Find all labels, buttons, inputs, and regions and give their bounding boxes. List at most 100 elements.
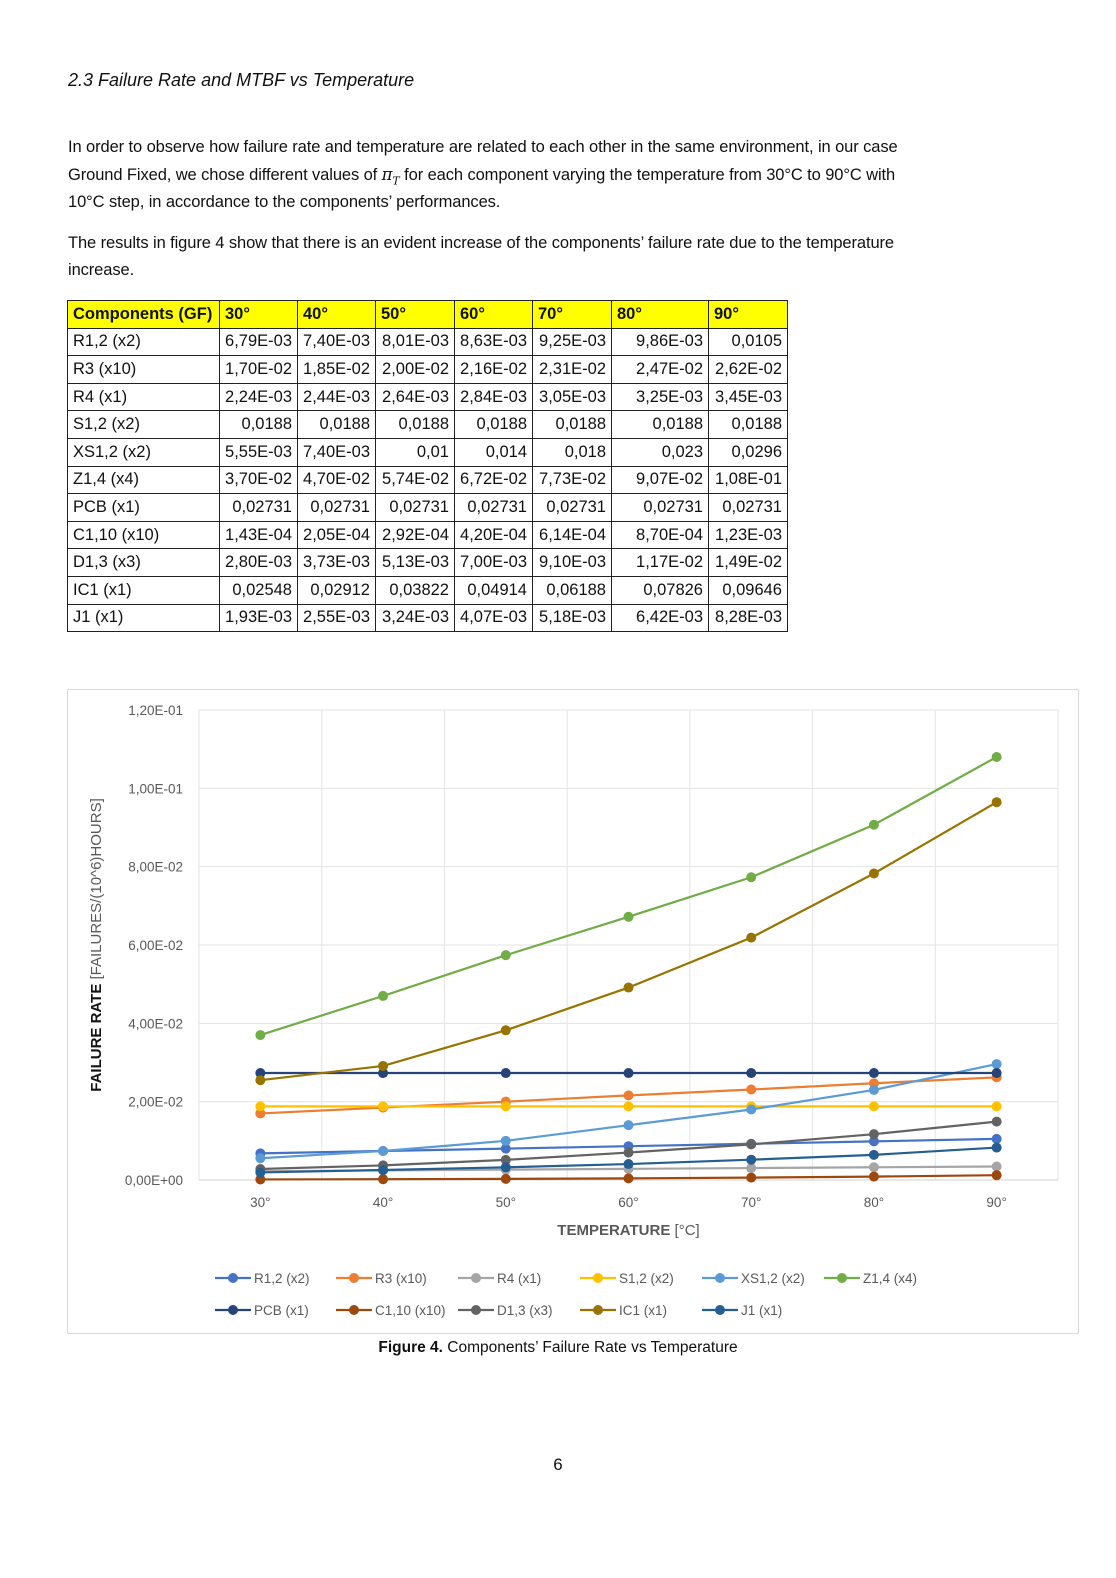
- failure-rate-cell: 7,40E-03: [297, 437, 376, 467]
- data-point: [500, 1068, 511, 1079]
- data-point: [868, 1171, 879, 1182]
- data-point: [500, 1173, 511, 1184]
- failure-rate-cell: 3,70E-02: [219, 465, 298, 495]
- failure-rate-cell: 0,0188: [219, 410, 298, 439]
- data-point: [991, 1068, 1002, 1079]
- data-point: [623, 982, 634, 993]
- legend-marker: [349, 1273, 359, 1283]
- data-point: [255, 1030, 266, 1041]
- component-name-cell: C1,10 (x10): [67, 520, 220, 550]
- failure-rate-cell: 3,45E-03: [708, 382, 788, 412]
- data-point: [378, 1101, 389, 1112]
- failure-rate-cell: 1,23E-03: [708, 520, 788, 550]
- x-tick-label: 80°: [864, 1195, 884, 1210]
- data-point: [378, 1068, 389, 1079]
- paragraph-line: In order to observe how failure rate and…: [68, 138, 898, 156]
- failure-rate-cell: 2,80E-03: [219, 548, 298, 577]
- failure-rate-cell: 6,79E-03: [219, 327, 298, 357]
- failure-rate-cell: 4,20E-04: [454, 520, 533, 550]
- failure-rate-cell: 7,40E-03: [297, 327, 376, 357]
- failure-rate-cell: 0,0188: [375, 410, 455, 439]
- caption-label: Figure 4.: [378, 1339, 443, 1356]
- legend-label: Z1,4 (x4): [863, 1271, 917, 1286]
- data-point: [500, 1143, 511, 1154]
- failure-rate-cell: 0,07826: [611, 575, 709, 605]
- table-header-cell: 40°: [297, 300, 376, 329]
- failure-rate-cell: 2,55E-03: [297, 603, 376, 633]
- data-point: [255, 1101, 266, 1112]
- failure-rate-cell: 0,02731: [708, 493, 788, 522]
- x-tick-label: 50°: [496, 1195, 516, 1210]
- chart-frame: 0,00E+00 2,00E-02 4,00E-02 6,00E-02 8,00E-02…: [67, 689, 1079, 1334]
- data-point: [378, 1165, 389, 1176]
- failure-rate-table: Components (GF) 30° 40° 50° 60° 70° 80° 90° R1,…: [67, 300, 788, 633]
- data-point: [746, 932, 757, 943]
- y-tick-label: 0,00E+00: [125, 1173, 183, 1188]
- data-point: [500, 1162, 511, 1173]
- data-point: [868, 1101, 879, 1112]
- failure-rate-cell: 2,62E-02: [708, 355, 788, 384]
- failure-rate-cell: 2,16E-02: [454, 355, 533, 384]
- table-row: D1,3 (x3) 2,80E-03 3,73E-03 5,13E-03 7,00E-0…: [67, 548, 788, 577]
- data-point: [255, 1174, 266, 1185]
- page-number: 6: [553, 1455, 563, 1474]
- component-name-cell: R1,2 (x2): [67, 327, 220, 357]
- table-row: S1,2 (x2) 0,0188 0,0188 0,0188 0,0188 0,0188 0…: [67, 410, 788, 439]
- x-tick-label: 30°: [250, 1195, 270, 1210]
- data-point: [255, 1068, 266, 1079]
- failure-rate-cell: 3,25E-03: [611, 382, 709, 412]
- table-header-cell: 70°: [532, 300, 612, 329]
- table-header-cell: Components (GF): [67, 300, 220, 329]
- failure-rate-cell: 8,70E-04: [611, 520, 709, 550]
- failure-rate-cell: 0,03822: [375, 575, 455, 605]
- legend-label: S1,2 (x2): [619, 1271, 674, 1286]
- failure-rate-cell: 0,02548: [219, 575, 298, 605]
- data-point: [746, 872, 757, 883]
- x-tick-label: 40°: [373, 1195, 393, 1210]
- legend-marker: [349, 1305, 359, 1315]
- component-name-cell: XS1,2 (x2): [67, 437, 220, 467]
- table-header-cell: 80°: [611, 300, 709, 329]
- failure-rate-cell: 1,17E-02: [611, 548, 709, 577]
- legend-marker: [228, 1305, 238, 1315]
- legend-label: R4 (x1): [497, 1271, 541, 1286]
- data-point: [378, 1146, 389, 1157]
- failure-rate-cell: 8,63E-03: [454, 327, 533, 357]
- failure-rate-cell: 5,74E-02: [375, 465, 455, 495]
- data-point: [746, 1104, 757, 1115]
- failure-rate-cell: 7,00E-03: [454, 548, 533, 577]
- x-tick-label: 70°: [741, 1195, 761, 1210]
- failure-rate-cell: 0,0296: [708, 437, 788, 467]
- legend-marker: [471, 1273, 481, 1283]
- table-header-cell: 90°: [708, 300, 788, 329]
- failure-rate-cell: 1,08E-01: [708, 465, 788, 495]
- failure-rate-cell: 0,02731: [375, 493, 455, 522]
- failure-rate-cell: 1,93E-03: [219, 603, 298, 633]
- data-point: [746, 1163, 757, 1174]
- failure-rate-cell: 4,07E-03: [454, 603, 533, 633]
- failure-rate-cell: 3,24E-03: [375, 603, 455, 633]
- table-header-row: Components (GF) 30° 40° 50° 60° 70° 80° 90°: [67, 300, 788, 329]
- data-point: [500, 1025, 511, 1036]
- failure-rate-cell: 2,64E-03: [375, 382, 455, 412]
- paragraph-text: Ground Fixed, we chose different values …: [68, 166, 378, 184]
- data-point: [255, 1075, 266, 1086]
- table-row: R4 (x1) 2,24E-03 2,44E-03 2,64E-03 2,84E-03 3…: [67, 382, 788, 412]
- data-point: [868, 1068, 879, 1079]
- failure-rate-cell: 0,02731: [611, 493, 709, 522]
- failure-rate-cell: 1,43E-04: [219, 520, 298, 550]
- paragraph-line: The results in figure 4 show that there …: [68, 234, 894, 252]
- data-point: [991, 1170, 1002, 1181]
- failure-rate-cell: 6,72E-02: [454, 465, 533, 495]
- legend-marker: [471, 1305, 481, 1315]
- data-point: [991, 1059, 1002, 1070]
- data-point: [378, 990, 389, 1001]
- failure-rate-cell: 9,10E-03: [532, 548, 612, 577]
- failure-rate-cell: 3,73E-03: [297, 548, 376, 577]
- legend-marker: [715, 1273, 725, 1283]
- table-header-cell: 30°: [219, 300, 298, 329]
- data-point: [746, 1154, 757, 1165]
- pi-subscript: T: [392, 174, 400, 188]
- failure-rate-cell: 1,85E-02: [297, 355, 376, 384]
